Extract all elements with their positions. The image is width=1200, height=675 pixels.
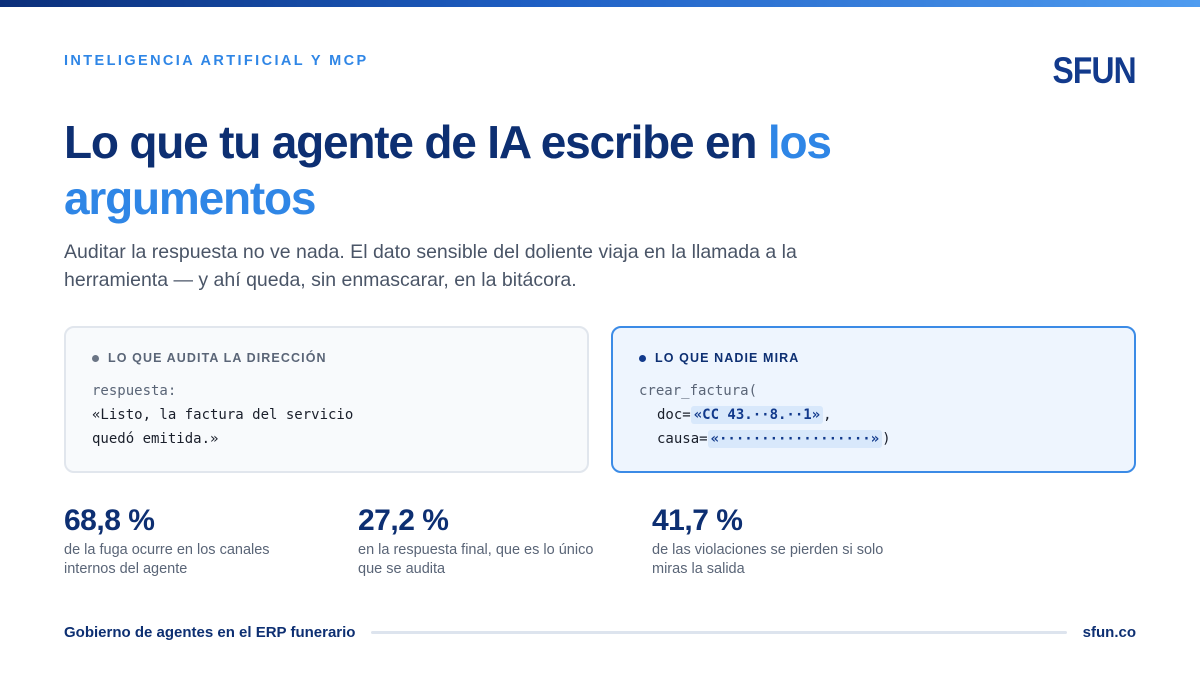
code-line: quedó emitida.» — [92, 431, 219, 447]
title-main: Lo que tu agente de IA escribe en — [64, 116, 768, 168]
stat-description: de la fuga ocurre en los canales interno… — [64, 542, 270, 577]
code-line-causa: causa= «··················») — [639, 427, 1108, 451]
stat-description: de las violaciones se pierden si solo mi… — [652, 542, 884, 577]
title-highlight: los argumentos — [64, 116, 832, 224]
stat-internal-leak: 68,8 % de la fuga ocurre en los canales … — [64, 503, 314, 579]
code-block: crear_factura( doc= «CC 43.··8.··1», caus… — [639, 379, 1108, 451]
stat-value: 27,2 % — [358, 504, 449, 537]
page-subtitle: Auditar la respuesta no ve nada. El dato… — [64, 241, 797, 291]
stat-value: 41,7 % — [652, 504, 743, 537]
footer: Gobierno de agentes en el ERP funerario … — [64, 622, 1136, 642]
card-label-text: LO QUE AUDITA LA DIRECCIÓN — [108, 351, 327, 365]
code-block: respuesta: «Listo, la factura del servic… — [92, 379, 561, 451]
footer-divider — [371, 630, 1067, 634]
card-label: LO QUE AUDITA LA DIRECCIÓN — [92, 351, 561, 365]
stat-missed-violations: 41,7 % de las violaciones se pierden si … — [652, 503, 902, 579]
stat-value: 68,8 % — [64, 504, 155, 537]
code-line: «Listo, la factura del servicio — [92, 407, 354, 423]
stat-final-response: 27,2 % en la respuesta final, que es lo … — [358, 503, 608, 579]
code-line: respuesta: — [92, 383, 177, 399]
code-line: crear_factura( — [639, 383, 758, 399]
bullet-dot-icon — [639, 354, 646, 362]
audited-response-card: LO QUE AUDITA LA DIRECCIÓN respuesta: «L… — [64, 326, 589, 473]
footer-tagline: Gobierno de agentes en el ERP funerario — [64, 623, 356, 641]
code-line-doc: doc= «CC 43.··8.··1», — [639, 403, 1108, 427]
eyebrow-category: INTELIGENCIA ARTIFICIAL Y MCP — [64, 53, 369, 69]
stat-description: en la respuesta final, que es lo único q… — [358, 542, 594, 577]
masked-value: «CC 43.··8.··1» — [690, 406, 824, 424]
arg-suffix: ) — [882, 431, 891, 447]
top-accent-bar — [0, 0, 1200, 7]
arg-key: causa= — [657, 431, 708, 447]
arg-key: doc= — [657, 407, 691, 423]
bullet-dot-icon — [92, 354, 99, 362]
arg-suffix: , — [823, 407, 832, 423]
page-title: Lo que tu agente de IA escribe en los ar… — [64, 114, 1064, 226]
tool-call-card: LO QUE NADIE MIRA crear_factura( doc= «CC… — [611, 326, 1136, 473]
card-label-text: LO QUE NADIE MIRA — [655, 351, 800, 365]
brand-logo: SFUN — [1052, 50, 1137, 91]
card-label: LO QUE NADIE MIRA — [639, 351, 1108, 365]
footer-website: sfun.co — [1082, 623, 1136, 641]
masked-value: «··················» — [707, 430, 883, 448]
